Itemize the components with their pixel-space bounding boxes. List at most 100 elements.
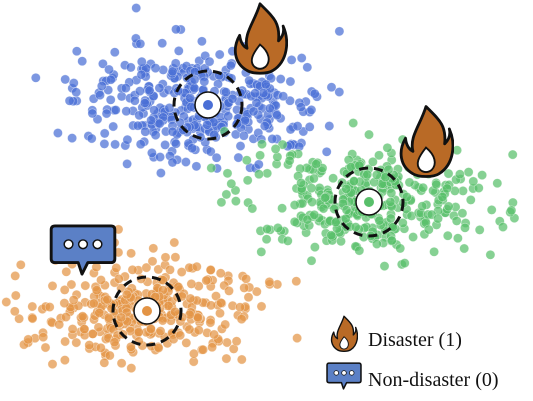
scatter-point <box>302 62 313 73</box>
scatter-point <box>334 26 345 37</box>
scatter-point <box>66 279 77 290</box>
scatter-point <box>216 197 227 208</box>
scatter-point <box>126 248 137 259</box>
scatter-point <box>184 324 195 335</box>
scatter-point <box>132 120 143 131</box>
scatter-point <box>397 217 408 228</box>
scatter-point <box>457 208 468 219</box>
scatter-point <box>350 222 361 232</box>
scatter-point <box>61 312 71 322</box>
scatter-point <box>492 178 503 189</box>
scatter-point <box>181 337 192 348</box>
scatter-point <box>247 203 258 214</box>
scatter-point <box>153 343 164 353</box>
scatter-point <box>270 143 281 154</box>
scatter-point <box>429 246 439 257</box>
scatter-point <box>272 151 283 162</box>
scatter-point <box>465 194 476 205</box>
scatter-point <box>121 106 132 117</box>
scatter-point <box>77 311 88 322</box>
scatter-point <box>506 205 517 216</box>
flame-icon <box>330 315 358 352</box>
scatter-point <box>423 224 434 235</box>
scatter-point <box>224 285 234 296</box>
scatter-point <box>167 126 178 137</box>
scatter-point <box>289 216 300 227</box>
scatter-point <box>110 105 121 115</box>
scatter-point <box>147 256 158 267</box>
scatter-point <box>186 101 196 112</box>
scatter-point <box>189 83 200 94</box>
scatter-point <box>326 82 337 93</box>
scatter-point <box>186 278 197 289</box>
scatter-point <box>264 276 275 287</box>
scatter-point <box>309 242 320 252</box>
scatter-point <box>163 300 174 311</box>
scatter-point <box>404 177 415 188</box>
scatter-point <box>258 88 269 98</box>
scatter-point <box>68 78 79 88</box>
scatter-point <box>60 355 70 365</box>
legend-item-disaster: Disaster (1) <box>330 315 462 352</box>
scatter-point <box>474 224 485 235</box>
scatter-point <box>442 183 452 194</box>
scatter-point <box>99 138 110 149</box>
scatter-point <box>145 324 156 334</box>
scatter-point <box>87 108 98 119</box>
scatter-point <box>275 74 286 84</box>
scatter-point <box>348 118 359 128</box>
scatter-point <box>244 75 255 86</box>
scatter-point <box>27 301 38 312</box>
scatter-point <box>296 53 307 63</box>
scatter-point <box>155 326 166 336</box>
scatter-point <box>371 239 382 249</box>
scatter-point <box>68 294 79 305</box>
scatter-point <box>9 306 20 317</box>
scatter-point <box>206 163 217 173</box>
scatter-point <box>259 121 270 131</box>
scatter-point <box>47 359 58 369</box>
scatter-point <box>272 222 283 233</box>
scatter-point <box>235 141 246 151</box>
scatter-point <box>15 259 26 270</box>
scatter-point <box>318 203 329 214</box>
scatter-point <box>205 265 216 275</box>
scatter-point <box>133 327 144 337</box>
scatter-point <box>91 285 102 295</box>
scatter-point <box>155 168 166 178</box>
scatter-point <box>109 47 120 58</box>
scatter-point <box>451 215 462 226</box>
scatter-point <box>205 317 216 328</box>
scatter-point <box>251 97 262 108</box>
scatter-point <box>10 290 21 301</box>
scatter-point <box>395 243 406 254</box>
scatter-point <box>221 189 232 200</box>
scatter-point <box>225 60 236 71</box>
scatter-point <box>121 289 132 300</box>
scatter-point <box>105 94 116 105</box>
scatter-point <box>171 138 181 149</box>
scatter-point <box>477 170 487 180</box>
scatter-point <box>309 88 320 99</box>
scatter-point <box>417 201 428 212</box>
scatter-point <box>153 264 164 275</box>
scatter-point <box>148 243 159 254</box>
scatter-point <box>285 95 295 106</box>
scatter-point <box>226 178 237 189</box>
scatter-point <box>437 191 448 202</box>
scatter-point <box>150 130 161 140</box>
scatter-point <box>154 118 165 129</box>
scatter-point <box>267 133 278 144</box>
scatter-points-layer <box>1 3 520 373</box>
scatter-point <box>79 324 90 334</box>
scatter-point <box>262 224 272 234</box>
scatter-point <box>242 175 253 186</box>
scatter-point <box>408 232 418 242</box>
scatter-point <box>44 302 55 312</box>
scatter-point <box>202 119 212 130</box>
scatter-point <box>255 150 265 161</box>
scatter-point <box>289 200 300 210</box>
scatter-point <box>382 142 393 153</box>
scatter-point <box>157 38 168 49</box>
scatter-point <box>154 83 165 93</box>
